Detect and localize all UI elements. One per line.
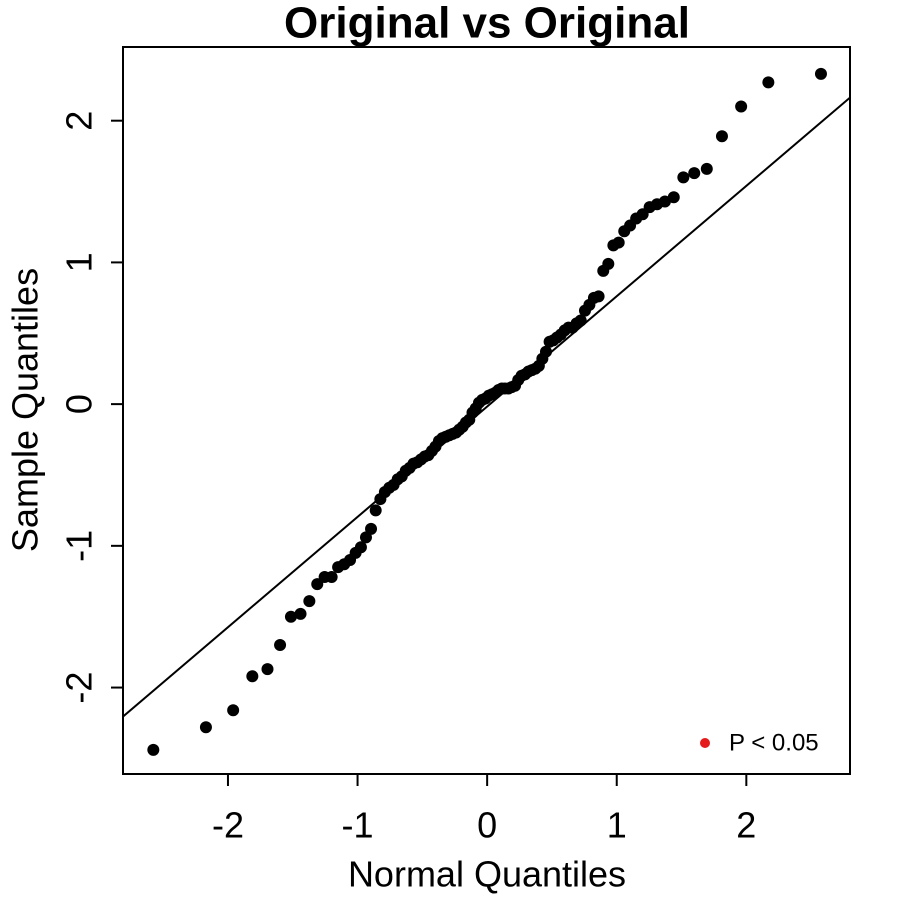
point [700,162,713,175]
point [667,191,680,204]
point [574,314,587,327]
point [715,130,728,143]
point [677,171,690,184]
point [602,257,615,270]
point [814,67,827,80]
point [147,743,160,756]
point [762,76,775,89]
y-axis-label: Sample Quantiles [5,268,46,552]
point [261,663,274,676]
point [246,670,259,683]
point [284,610,297,623]
plot-area [123,67,850,756]
x-axis-label: Normal Quantiles [348,854,626,895]
reference-line [123,96,850,718]
point [369,504,382,517]
point [274,639,287,652]
point [227,704,240,717]
x-tick-label: -1 [342,805,374,846]
point [365,522,378,535]
y-tick-label: 1 [59,252,100,272]
point [199,721,212,734]
y-tick-label: 2 [59,111,100,131]
point [735,100,748,113]
point [612,236,625,249]
point [325,571,338,584]
x-tick-label: 0 [477,805,497,846]
x-tick-label: 1 [607,805,627,846]
x-tick-label: 2 [736,805,756,846]
legend-label: P < 0.05 [729,729,819,756]
point [539,345,552,358]
point [354,541,367,554]
x-tick-label: -2 [212,805,244,846]
y-tick-label: -1 [59,530,100,562]
point [592,290,605,303]
y-tick-label: 0 [59,394,100,414]
point [303,595,316,608]
y-tick-label: -2 [59,672,100,704]
legend-marker [700,738,710,748]
chart-title: Original vs Original [284,0,690,48]
point [294,607,307,620]
point [688,167,701,180]
